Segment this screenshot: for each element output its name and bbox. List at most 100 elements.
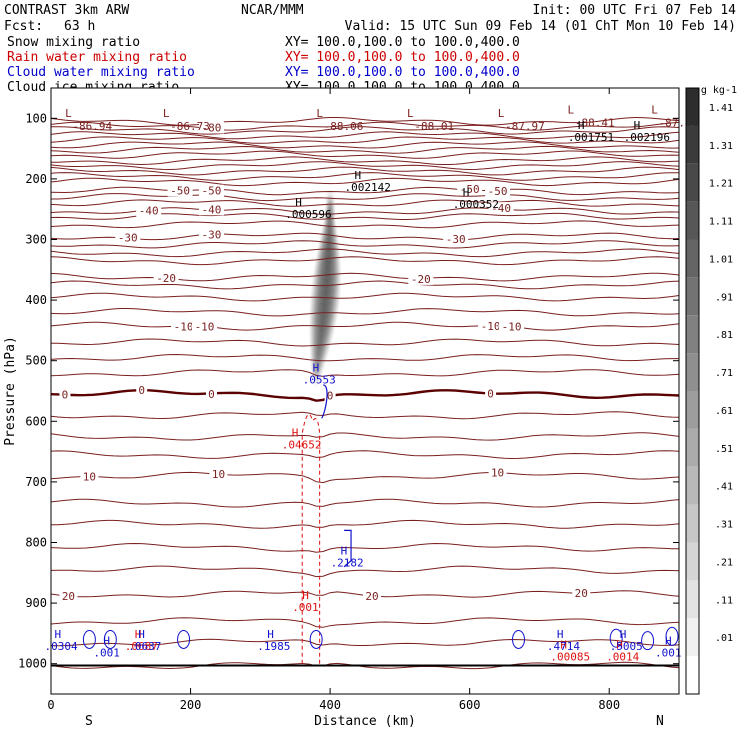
colorbar-label: .51 [715,444,733,455]
isotherm-line [51,126,679,135]
cloud-water-max-value: .001 [655,646,682,659]
isotherm-label: 10 [491,467,504,480]
isotherm-line [51,308,679,317]
isotherm-label: 0 [62,388,69,401]
cloud-water-max-value: .4714 [547,640,580,653]
isotherm-label: 20 [62,590,75,603]
low-marker: L [498,107,505,120]
colorbar-label: .21 [715,557,733,568]
x-tick-label: 0 [47,698,54,712]
ice-max-value: .000352 [453,198,499,211]
isotherm-label-bg [499,320,525,333]
cloud-water-max-value: .0637 [128,640,161,653]
cloud-water-max-value: .5005 [610,640,643,653]
isotherm-line [51,240,679,249]
isotherm-line [51,172,679,181]
colorbar-swatch [686,201,699,240]
isotherm-label-bg [167,184,193,197]
isotherm-label: -10 [195,320,215,333]
cloud-water-contour [177,629,191,649]
hydrometeor-contours [82,384,679,664]
ice-max-marker: H [355,169,362,182]
isotherm-line [51,156,679,166]
isotherm-label-bg [488,466,507,479]
isotherm-line [51,193,679,202]
cloud-water-max-marker: H [313,362,320,375]
colorbar-label: 1.41 [709,103,733,114]
x-axis-label: Distance (km) [314,714,416,729]
isotherm-label-bg [136,384,148,397]
isotherm-label: -50 [460,183,480,196]
isotherm-line [51,471,679,484]
cloud-water-max-value: .1985 [257,640,290,653]
isotherm-line [51,353,679,362]
isotherm-line [51,450,679,460]
rain-max-marker: H [292,426,299,439]
isotherm-label-bg [136,204,162,217]
rain-max-marker: H [616,639,623,652]
rain-max-value: .04652 [282,438,322,451]
isotherm-label-bg [485,387,497,400]
isotherm-label-bg [115,231,141,244]
cloud-water-contour [321,384,328,419]
isotherm-label: -10 [174,320,194,333]
extrema-labels: L-86.94L-86.73L-88.06L-88.01L-87.97L-88.… [44,103,698,663]
field-xy: XY= 100.0,100.0 to 100.0,400.0 [285,35,520,50]
isotherm-label: -50 [170,185,190,198]
cloud-water-contour [103,629,117,649]
isotherm-line [51,519,679,529]
isotherm-label: -50 [488,185,508,198]
colorbar-label: .81 [715,330,733,341]
cloud-water-max-value: .0553 [303,374,336,387]
x-tick-label: 400 [319,698,341,712]
isotherm-line [51,565,679,578]
isotherm-label-bg [198,228,224,241]
field-xy: XY= 100.0,100.0 to 100.0,400.0 [285,65,520,80]
isotherm-label-bg [485,184,511,197]
rain-contour [301,413,314,664]
colorbar-swatch [686,466,699,505]
x-tick-label: 200 [180,698,202,712]
y-tick-label: 200 [25,172,47,186]
rain-contour [312,418,321,664]
y-tick-label: 500 [25,354,47,368]
isotherm-label-bg [198,203,224,216]
y-tick-label: 800 [25,536,47,550]
isotherm-label: 10 [83,470,96,483]
colorbar-swatch [686,504,699,543]
y-axis-label: Pressure (hPa) [3,336,18,446]
isotherm-line [51,186,679,196]
isotherm-line [51,150,679,159]
field-name: Cloud water mixing ratio [7,65,195,80]
isotherm-label: -50 [202,185,222,198]
isotherm-label: 0 [138,384,145,397]
rain-max-value: .00085 [550,651,590,664]
colorbar-swatch [686,391,699,429]
ice-max-marker: H [295,196,302,209]
isotherm-label-bg [443,233,469,246]
isotherm-label: -30 [446,233,466,246]
cloud-water-max-marker: H [341,545,348,558]
low-marker: L [568,103,575,116]
isotherm-label: -10 [481,320,501,333]
colorbar-label: 1.11 [709,217,733,228]
y-tick-label: 100 [25,111,47,125]
isotherm-line [51,136,679,144]
colorbar-swatch [686,88,699,126]
ice-max-value: .002142 [345,181,391,194]
colorbar-swatch [686,277,699,316]
rain-max-marker: H [560,639,567,652]
colorbar-label: 1.31 [709,141,733,152]
isotherm-label-bg [198,184,224,197]
cloud-water-max-marker: H [620,628,627,641]
isotherm-line [51,369,679,377]
cloud-water-max-marker: H [54,628,61,641]
isotherm-label: 0 [327,389,334,402]
cloud-water-max-value: .0304 [44,640,77,653]
init-time: Init: 00 UTC Fri 07 Feb 14 [533,3,737,18]
snow-plume-segment [324,187,337,220]
low-value: -86.73 [170,120,210,133]
